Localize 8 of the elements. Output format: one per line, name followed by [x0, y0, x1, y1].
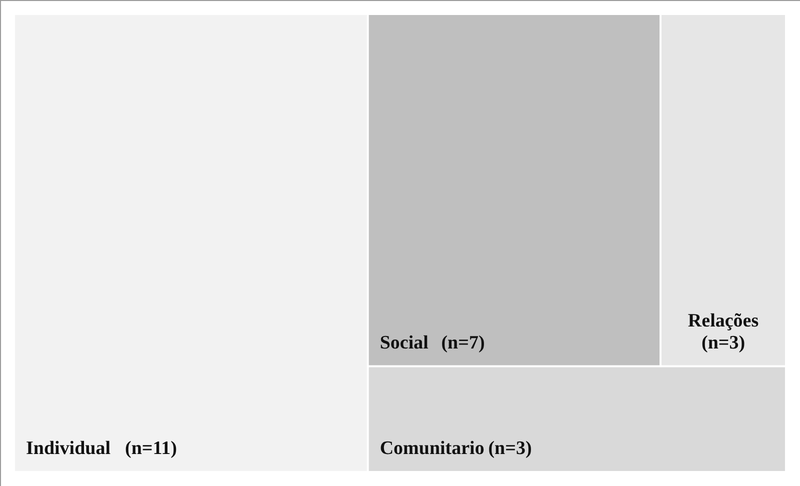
data-label: (n=7) [441, 332, 485, 354]
category-label: Relações [688, 310, 759, 332]
category-label: Comunitario [380, 438, 484, 459]
data-label: (n=3) [488, 438, 532, 459]
category-label: Individual [26, 438, 110, 459]
data-label: (n=3) [701, 332, 746, 354]
data-label: (n=11) [125, 438, 177, 459]
category-label: Social [380, 332, 428, 354]
